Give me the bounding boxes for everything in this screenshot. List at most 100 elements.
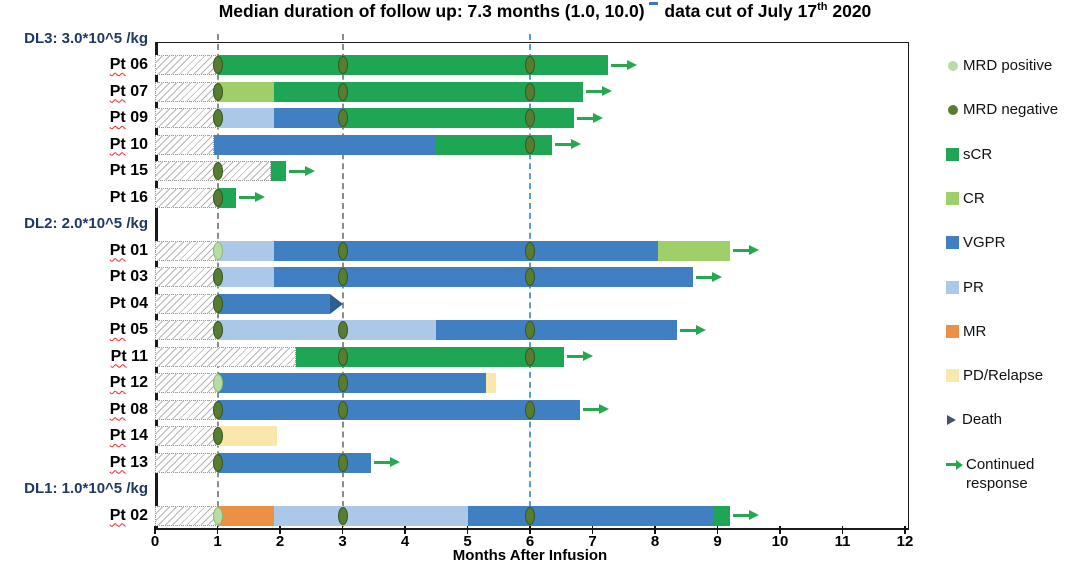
patient-label-text: Pt [109,188,126,206]
legend-label: CR [963,189,985,207]
legend-item-cr: CR [946,189,1080,208]
patient-label: Pt 07 [109,82,148,100]
pretreatment-hatch-bar [155,240,218,261]
patient-label: Pt 15 [109,162,148,179]
continued-response-arrow [733,514,750,517]
patient-label-text: Pt [109,82,126,100]
legend-label: MRD negative [963,101,1059,119]
continued-response-arrow-head [255,192,266,202]
response-bar-PR [217,108,274,128]
response-bar-sCR [342,108,574,128]
legend-item-mrd-positive: MRD positive [946,56,1080,75]
mrd-negative-legend-swatch-icon [948,105,958,116]
response-bar-CR [217,81,274,102]
x-axis-tick [904,526,906,534]
mrd-negative-marker [212,427,223,445]
death-marker [330,293,343,314]
response-bar-VGPR [273,108,343,128]
x-axis-tick [404,526,406,534]
continued-response-arrow-head [599,404,609,414]
mrd-negative-marker [525,109,535,127]
response-bar-VGPR [217,452,371,473]
continued-response-arrow [239,196,257,199]
x-axis-tick-label: 7 [588,533,597,550]
mrd-positive-marker [212,241,223,260]
patient-label: Pt 06 [109,56,148,73]
pretreatment-hatch-bar [155,293,218,314]
patient-label: Pt 12 [109,374,148,391]
pretreatment-hatch-bar [155,187,218,208]
continued-response-arrow [567,355,585,358]
cr-legend-swatch-icon [946,191,959,205]
pretreatment-hatch-bar [155,55,218,75]
continued-response-arrow-head [389,457,400,467]
pd-relapse-legend-swatch-icon [946,369,959,383]
continued-response-arrow [733,249,750,252]
mrd-negative-marker [212,268,223,286]
response-bar-PD [217,426,277,446]
dose-level-label: DL2: 2.0*10^5 /kg [24,215,148,232]
pretreatment-hatch-bar [155,426,218,446]
legend-label: PD/Relapse [963,367,1044,385]
mrd-negative-marker [525,56,535,74]
mrd-negative-marker [525,400,535,419]
patient-label-text: Pt [109,241,126,259]
response-bar-sCR [714,505,730,526]
response-bar-VGPR [217,293,330,314]
mrd-negative-marker [337,241,348,260]
legend-item-scr: sCR [946,145,1080,164]
legend-label: Continued response [966,455,1035,492]
mrd-positive-legend-swatch-icon [948,61,958,71]
x-axis-tick [841,526,844,534]
legend-item-continued-response: Continued response [946,455,1080,493]
response-bar-PR [273,505,468,526]
continued-response-arrow [576,116,594,120]
mrd-negative-marker [525,82,535,101]
continued-response-arrow-head [749,245,759,255]
patient-label: Pt 08 [109,400,148,418]
continued-response-arrow-head [627,59,638,70]
continued-response-arrow-head [583,351,594,361]
mrd-negative-marker [212,56,223,74]
arrow-head [956,459,963,470]
patient-label-text: Pt [109,400,126,418]
chart-title-text: 2020 [827,1,872,21]
patient-label-text: Pt [109,374,126,391]
x-axis-tick [466,526,469,534]
mrd-negative-marker [212,453,223,472]
continued-response-arrow-head [711,271,722,282]
mrd-negative-marker [525,268,535,286]
continued-response-arrow-head [602,86,613,96]
comment-anchor-mark [648,2,658,5]
mrd-negative-marker [525,135,535,154]
legend-item-death: Death [946,410,1080,429]
patient-label: Pt 09 [109,109,148,126]
dose-level-label: DL3: 3.0*10^5 /kg [24,29,148,47]
patient-label: Pt 05 [109,321,148,338]
response-bar-PR [217,240,274,261]
response-bar-PD [486,373,496,393]
legend-item-pr: PR [946,278,1080,297]
pretreatment-hatch-bar [155,267,218,287]
pretreatment-hatch-bar [155,346,296,367]
continued-response-arrow [583,408,600,411]
x-axis-tick-label: 5 [463,533,472,550]
mrd-negative-marker [525,506,535,525]
response-bar-VGPR [273,267,693,287]
mrd-negative-marker [337,268,348,286]
mrd-negative-marker [337,453,348,472]
legend-item-mrd-negative: MRD negative [946,100,1080,119]
x-axis-title: Months After Infusion [452,547,608,564]
patient-label: Pt 04 [109,294,148,312]
patient-label-text: Pt [109,135,126,153]
legend-label: Death [962,411,1003,429]
continued-response-arrow-head [695,324,706,335]
patient-label-text: Pt [109,162,126,179]
legend-label: sCR [963,145,993,163]
scr-legend-swatch-icon [946,147,959,161]
chart-title: Median duration of follow up: 7.3 months… [165,1,925,22]
x-axis-tick [716,526,719,534]
pretreatment-hatch-bar [155,505,218,526]
mrd-positive-marker [212,374,223,392]
